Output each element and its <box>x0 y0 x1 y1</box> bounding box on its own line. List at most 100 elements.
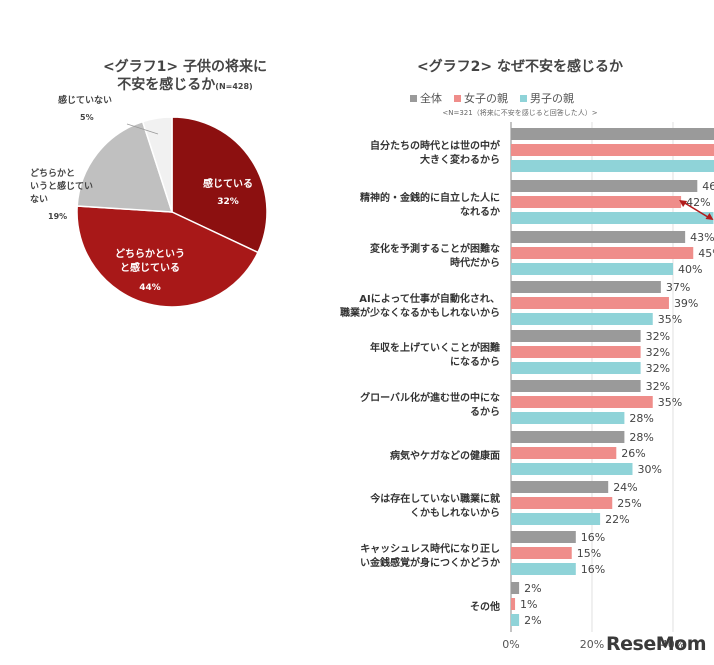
bar-value-label: 28% <box>629 431 653 444</box>
category-label-9: キャッシュレス時代になり正しい金銭感覚が身につくかどうか <box>360 542 500 569</box>
bar-value-label: 32% <box>646 380 670 393</box>
x-tick-label: 20% <box>580 638 604 651</box>
bar-3-series-3 <box>511 263 673 275</box>
legend-label-all: 全体 <box>420 92 442 105</box>
bar-8-series-2 <box>511 497 613 509</box>
bar-9-series-1 <box>511 531 576 543</box>
pie-label-2-value: 44% <box>139 283 161 293</box>
highlight-arrow-head <box>705 213 714 220</box>
bar-5-series-2 <box>511 346 641 358</box>
chart1-title-line2: 不安を感じるか <box>117 77 216 93</box>
pie-label-3-name: どちらかというと感じていない <box>30 167 93 205</box>
legend-item-all: 全体 <box>410 90 442 106</box>
bar-value-label: 2% <box>524 614 541 627</box>
legend-item-boys: 男子の親 <box>520 90 574 106</box>
bar-8-series-1 <box>511 481 609 493</box>
bar-10-series-2 <box>511 598 516 610</box>
chart1-n-label: (N=428) <box>215 82 253 91</box>
bar-value-label: 32% <box>646 362 670 375</box>
logo-text: ReseMom <box>606 633 706 655</box>
pie-label-1-value: 32% <box>217 197 239 207</box>
bar-value-label: 24% <box>613 481 637 494</box>
bar-1-series-1 <box>511 128 714 140</box>
x-tick-label: 40% <box>661 638 685 651</box>
legend-swatch-boys <box>520 94 527 102</box>
pie-chart: 感じている 32% どちらかというと感じている 44% どちらかというと感じていない 19… <box>30 94 268 308</box>
category-label-8: 今は存在していない職業に就くかもしれないから <box>369 492 500 519</box>
bar-value-label: 39% <box>674 297 698 310</box>
chart2-title: <グラフ2> なぜ不安を感じるか <box>416 59 624 75</box>
bar-value-label: 26% <box>621 447 645 460</box>
bar-4-series-3 <box>511 313 653 325</box>
chart2-legend: 全体 女子の親 男子の親 <box>410 90 574 106</box>
bar-3-series-2 <box>511 247 694 259</box>
bar-value-label: 40% <box>678 263 702 276</box>
bar-1-series-3 <box>511 160 714 172</box>
bar-2-series-1 <box>511 180 698 192</box>
pie-slice-3 <box>76 120 174 213</box>
bar-5-series-3 <box>511 362 641 374</box>
bar-value-label: 1% <box>520 598 537 611</box>
pie-label-4-name: 感じていない <box>58 94 112 106</box>
bar-value-label: 16% <box>581 531 605 544</box>
bar-value-label: 45% <box>698 247 714 260</box>
bar-10-series-1 <box>511 582 520 594</box>
category-label-7: 病気やケガなどの健康面 <box>390 449 500 462</box>
pie-label-3-value: 19% <box>48 212 67 221</box>
bar-9-series-2 <box>511 547 572 559</box>
highlight-arrow-tail <box>679 200 688 207</box>
bar-value-label: 35% <box>658 396 682 409</box>
bar-5-series-1 <box>511 330 641 342</box>
bar-6-series-1 <box>511 380 641 392</box>
bar-value-label: 46% <box>702 180 714 193</box>
bar-4-series-1 <box>511 281 661 293</box>
resemom-logo: ReseMom <box>606 633 706 655</box>
bar-7-series-1 <box>511 431 625 443</box>
pie-label-4-value: 5% <box>80 113 94 122</box>
legend-item-girls: 女子の親 <box>454 90 508 106</box>
bar-value-label: 37% <box>666 281 690 294</box>
bar-value-label: 30% <box>638 463 662 476</box>
bar-value-label: 28% <box>629 412 653 425</box>
legend-label-boys: 男子の親 <box>530 92 574 105</box>
bar-6-series-2 <box>511 396 653 408</box>
bar-value-label: 43% <box>690 231 714 244</box>
bar-3-series-1 <box>511 231 686 243</box>
bar-6-series-3 <box>511 412 625 424</box>
bar-2-series-2 <box>511 196 682 208</box>
bar-value-label: 25% <box>617 497 641 510</box>
bar-7-series-3 <box>511 463 633 475</box>
pie-slice-1 <box>171 116 268 254</box>
pie-leader-line <box>126 123 159 135</box>
highlight-arrow <box>682 201 710 219</box>
bar-2-series-3 <box>511 212 714 224</box>
bar-8-series-3 <box>511 513 601 525</box>
pie-slice-4 <box>141 116 173 213</box>
bar-10-series-3 <box>511 614 520 626</box>
category-label-3: 変化を予測することが困難な時代だから <box>370 242 500 269</box>
chart1-title: <グラフ1> 子供の将来に 不安を感じるか(N=428) <box>40 58 330 96</box>
bar-value-label: 16% <box>581 563 605 576</box>
bar-value-label: 42% <box>686 196 710 209</box>
pie-label-2-name: どちらかというと感じている <box>115 247 185 274</box>
category-label-4: AIによって仕事が自動化され、職業が少なくなるかもしれないから <box>340 292 500 319</box>
category-label-6: グローバル化が進む世の中になるから <box>360 391 500 418</box>
category-label-1: 自分たちの時代とは世の中が大きく変わるから <box>370 139 501 166</box>
pie-label-1-name: 感じている <box>203 177 253 190</box>
bar-value-label: 32% <box>646 346 670 359</box>
pie-slice-2 <box>76 205 259 308</box>
bar-value-label: 2% <box>524 582 541 595</box>
legend-label-girls: 女子の親 <box>464 92 508 105</box>
bar-4-series-2 <box>511 297 669 309</box>
bar-value-label: 15% <box>577 547 601 560</box>
x-tick-label: 0% <box>502 638 519 651</box>
bar-value-label: 22% <box>605 513 629 526</box>
bar-value-label: 35% <box>658 313 682 326</box>
category-label-5: 年収を上げていくことが困難になるから <box>370 341 500 368</box>
bar-9-series-3 <box>511 563 576 575</box>
legend-swatch-girls <box>454 94 461 102</box>
bar-1-series-2 <box>511 144 714 156</box>
legend-swatch-all <box>410 94 417 102</box>
chart2-note: <N=321（将来に不安を感じると回答した人）> <box>442 109 598 117</box>
